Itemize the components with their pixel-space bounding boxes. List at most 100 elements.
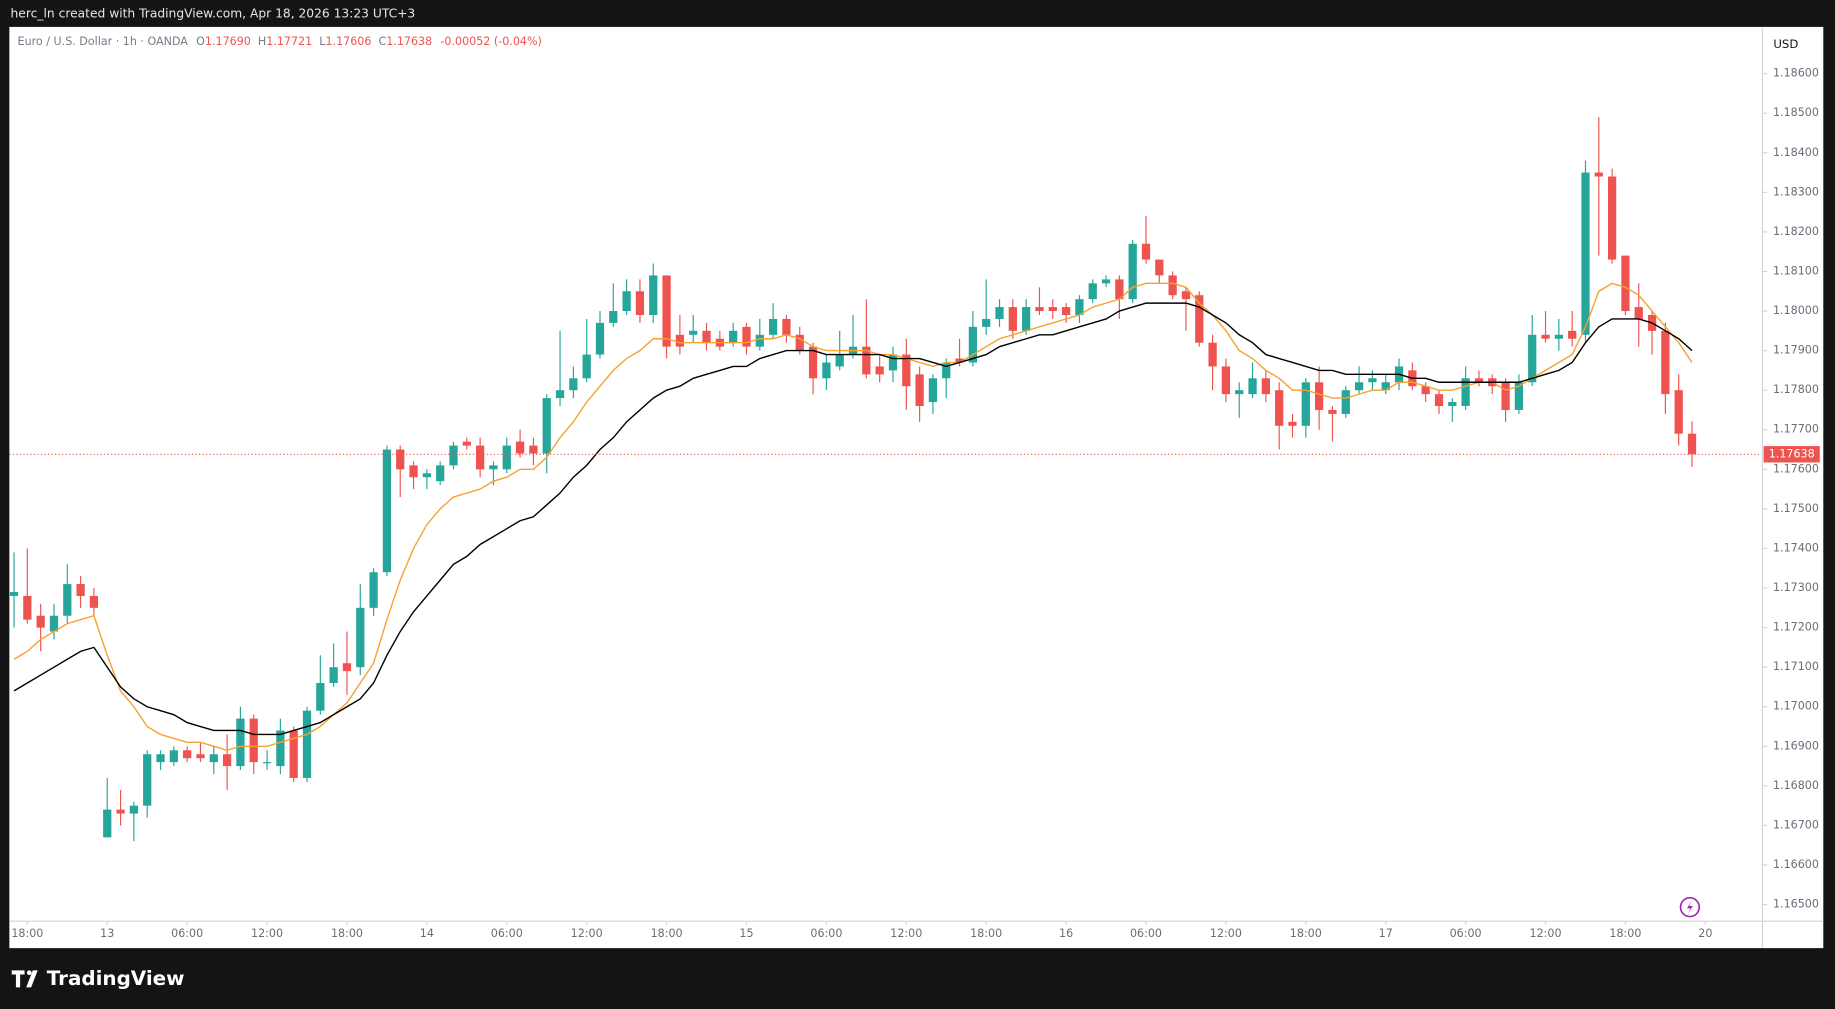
candle-body bbox=[1541, 334, 1550, 339]
candle-body bbox=[1128, 243, 1137, 300]
symbol: Euro / U.S. Dollar · 1h · OANDA bbox=[18, 35, 189, 48]
y-tick-label: 1.18100 bbox=[1773, 264, 1819, 277]
axis-unit: USD bbox=[1773, 37, 1798, 51]
y-tick-label: 1.16900 bbox=[1773, 739, 1819, 752]
candle-body bbox=[1634, 307, 1643, 319]
candle-body bbox=[262, 762, 272, 764]
top-bar-text: herc_ln created with TradingView.com, Ap… bbox=[11, 7, 416, 21]
candle-body bbox=[875, 366, 884, 375]
candle-body bbox=[768, 318, 778, 335]
candle-body bbox=[422, 473, 431, 478]
candle-body bbox=[342, 663, 352, 672]
candle-body bbox=[1528, 334, 1537, 383]
candle-body bbox=[1474, 378, 1484, 383]
candle-body bbox=[968, 326, 978, 363]
y-tick-label: 1.17900 bbox=[1773, 344, 1819, 357]
x-tick-label: 17 bbox=[1379, 927, 1393, 940]
x-tick-label: 12:00 bbox=[890, 927, 922, 940]
candle-body bbox=[982, 318, 991, 327]
candle-body bbox=[702, 330, 711, 343]
candle-body bbox=[515, 441, 525, 454]
candle-body bbox=[436, 465, 445, 482]
y-tick-label: 1.16500 bbox=[1773, 898, 1819, 911]
candle-body bbox=[1568, 330, 1577, 339]
candle-body bbox=[1594, 172, 1603, 177]
candle-body bbox=[49, 615, 59, 632]
candle-body bbox=[995, 307, 1004, 319]
x-tick-label: 06:00 bbox=[171, 927, 203, 940]
chart-header: Euro / U.S. Dollar · 1h · OANDA O1.17690… bbox=[18, 35, 542, 48]
change: -0.00052 (-0.04%) bbox=[440, 35, 541, 48]
icon-bolt[interactable] bbox=[1686, 900, 1693, 914]
candle-body bbox=[1248, 378, 1257, 395]
candle-body bbox=[902, 354, 911, 387]
candle-body bbox=[1461, 378, 1470, 407]
candle-body bbox=[103, 809, 112, 838]
candle-body bbox=[1301, 382, 1310, 426]
close-value: 1.17638 bbox=[386, 35, 432, 48]
open-value: 1.17690 bbox=[205, 35, 251, 48]
last-price-box bbox=[1763, 446, 1820, 463]
y-tick-label: 1.18300 bbox=[1773, 185, 1819, 198]
candle-body bbox=[1208, 342, 1217, 367]
candle-body bbox=[1035, 307, 1044, 312]
x-tick-label: 20 bbox=[1698, 927, 1712, 940]
candle-body bbox=[462, 441, 471, 446]
y-tick-label: 1.18600 bbox=[1773, 67, 1819, 80]
y-tick-label: 1.17500 bbox=[1773, 502, 1819, 515]
candle-body bbox=[209, 754, 218, 763]
candle-body bbox=[316, 682, 325, 711]
x-tick-label: 18:00 bbox=[1290, 927, 1322, 940]
alert-icon[interactable] bbox=[1679, 896, 1701, 918]
candle-body bbox=[1354, 382, 1364, 391]
icon-ring[interactable] bbox=[1679, 896, 1701, 918]
y-tick-label: 1.16600 bbox=[1773, 858, 1819, 871]
y-tick-label: 1.17700 bbox=[1773, 423, 1819, 436]
high-value: 1.17721 bbox=[266, 35, 312, 48]
x-tick-label: 12:00 bbox=[1210, 927, 1242, 940]
candle-body bbox=[755, 334, 764, 347]
candle-body bbox=[1328, 409, 1337, 414]
candle-body bbox=[569, 378, 578, 391]
y-tick-label: 1.16700 bbox=[1773, 818, 1819, 831]
candle-body bbox=[1581, 172, 1590, 335]
candle-body bbox=[1221, 366, 1231, 395]
candle-body bbox=[928, 378, 938, 403]
candle-body bbox=[1554, 334, 1563, 339]
candle-body bbox=[1235, 390, 1244, 395]
candle-body bbox=[1288, 421, 1297, 426]
candle-body bbox=[888, 354, 898, 371]
candle-body bbox=[1687, 433, 1697, 455]
candle-body bbox=[729, 330, 738, 343]
chart-panel bbox=[9, 26, 1824, 949]
candle-body bbox=[302, 710, 312, 778]
candle-body bbox=[169, 750, 178, 763]
candle-body bbox=[476, 445, 485, 470]
candle-body bbox=[1115, 279, 1124, 300]
x-tick-label: 12:00 bbox=[1530, 927, 1562, 940]
candle-body bbox=[1181, 291, 1191, 300]
candle-body bbox=[1448, 402, 1457, 407]
candle-body bbox=[183, 750, 192, 759]
candle-body bbox=[1315, 382, 1324, 410]
candle-body bbox=[236, 718, 245, 767]
candle-body bbox=[1195, 295, 1204, 343]
candle-body bbox=[555, 390, 565, 399]
candle-body bbox=[76, 584, 85, 596]
candle-body bbox=[1514, 382, 1524, 410]
ma-line bbox=[13, 302, 1693, 736]
candle-body bbox=[622, 291, 631, 312]
candle-body bbox=[862, 346, 871, 375]
y-tick-label: 1.18400 bbox=[1773, 146, 1819, 159]
x-tick-label: 06:00 bbox=[1450, 927, 1482, 940]
ma-line bbox=[13, 282, 1693, 751]
x-tick-label: 06:00 bbox=[810, 927, 842, 940]
candle-body bbox=[1368, 378, 1377, 383]
x-tick-label: 06:00 bbox=[1130, 927, 1162, 940]
candle-body bbox=[9, 591, 19, 596]
logo-slash bbox=[26, 970, 38, 988]
x-tick-label: 13 bbox=[100, 927, 114, 940]
y-tick-label: 1.17100 bbox=[1773, 660, 1819, 673]
